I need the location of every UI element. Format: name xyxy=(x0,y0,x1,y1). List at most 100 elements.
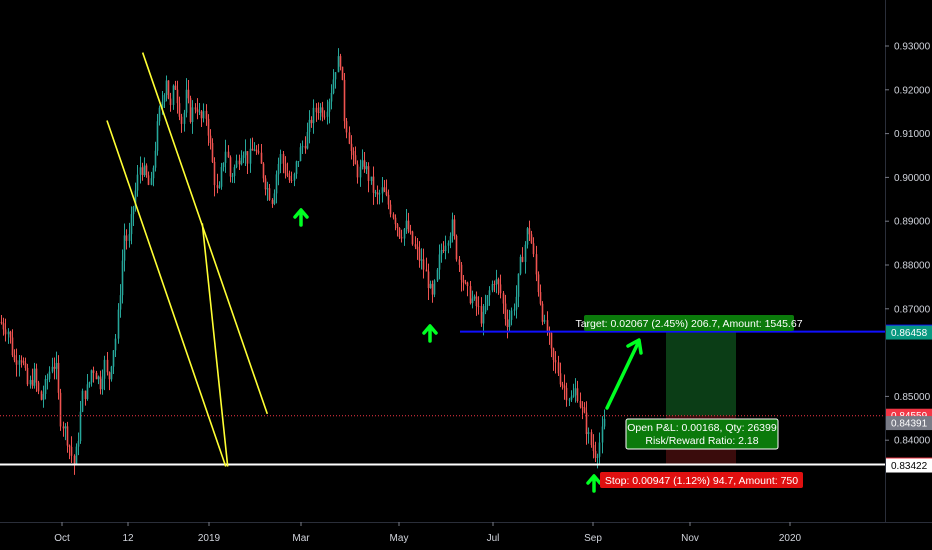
candle-body xyxy=(407,220,410,232)
candle-body xyxy=(213,161,216,186)
price-label-text: 0.86458 xyxy=(891,328,928,339)
candle-body xyxy=(154,150,157,168)
candle-body xyxy=(264,178,267,190)
candle-body xyxy=(532,243,535,255)
candle-body xyxy=(539,292,542,304)
candle-body xyxy=(359,166,362,178)
candle-body xyxy=(145,165,148,176)
time-axis[interactable]: Oct 12 2019 Mar May Jul Sep Nov 2020 xyxy=(0,522,932,544)
candle-body xyxy=(178,103,181,117)
candle-body xyxy=(350,143,353,152)
candle-body xyxy=(552,348,555,361)
candle-body xyxy=(143,165,146,176)
candle-body xyxy=(594,450,597,458)
candle-body xyxy=(123,235,126,261)
candle-body xyxy=(24,363,27,368)
candle-body xyxy=(519,256,522,274)
candle-body xyxy=(462,279,465,283)
candle-body xyxy=(484,306,487,312)
time-tick-label: May xyxy=(390,533,409,544)
candle-body xyxy=(211,143,214,162)
candle-body xyxy=(205,110,208,119)
candle-body xyxy=(198,111,201,113)
candle-body xyxy=(152,167,155,179)
candle-body xyxy=(469,286,472,304)
candle-body xyxy=(482,311,485,324)
candle-body xyxy=(405,220,408,229)
candle-body xyxy=(119,295,122,310)
candle-body xyxy=(367,166,370,181)
candle-body xyxy=(394,217,397,225)
candle-body xyxy=(101,378,104,390)
candle-body xyxy=(422,259,425,270)
candle-body xyxy=(400,236,403,239)
candle-body xyxy=(229,157,232,177)
callout-text: Open P&L: 0.00168, Qty: 26399 xyxy=(627,422,777,434)
candle-body xyxy=(321,107,324,117)
candle-body xyxy=(251,148,254,151)
candle-body xyxy=(581,407,584,408)
candle-body xyxy=(189,98,192,122)
green-up-arrow-icon xyxy=(586,474,602,493)
candle-body xyxy=(231,175,234,177)
candle-body xyxy=(238,160,241,165)
candle-body xyxy=(499,284,502,294)
candle-body xyxy=(385,191,388,195)
candle-body xyxy=(165,80,168,96)
candle-body xyxy=(563,385,566,388)
candle-body xyxy=(378,193,381,195)
candle-body xyxy=(216,185,219,188)
candle-body xyxy=(106,359,109,373)
candle-body xyxy=(510,310,513,320)
candle-body xyxy=(429,283,432,289)
candle-body xyxy=(40,391,43,400)
candle-body xyxy=(191,107,194,122)
candle-body xyxy=(7,331,10,335)
candle-body xyxy=(365,166,368,170)
price-axis[interactable]: 0.93000 0.92000 0.91000 0.90000 0.89000 0.880… xyxy=(885,0,932,522)
candle-body xyxy=(297,161,300,162)
candle-body xyxy=(75,446,78,466)
candle-body xyxy=(112,350,115,367)
pnl-label-box: Open P&L: 0.00168, Qty: 26399Risk/Reward… xyxy=(625,418,779,450)
candle-body xyxy=(31,379,34,386)
time-tick-label: Mar xyxy=(292,533,310,544)
candle-body xyxy=(535,254,538,275)
candle-body xyxy=(433,280,436,295)
candle-body xyxy=(147,175,150,185)
candle-body xyxy=(466,282,469,287)
candle-body xyxy=(37,382,40,392)
candle-body xyxy=(293,173,296,181)
candle-body xyxy=(486,295,489,307)
candle-body xyxy=(62,426,65,429)
price-tick-label: 0.91000 xyxy=(894,129,931,140)
candle-body xyxy=(134,190,137,207)
candle-body xyxy=(574,388,577,396)
candle-body xyxy=(389,204,392,215)
candle-body xyxy=(48,371,51,379)
candle-body xyxy=(176,89,179,104)
candle-body xyxy=(491,284,494,291)
candle-body xyxy=(9,331,12,338)
candle-body xyxy=(381,187,384,194)
candle-body xyxy=(97,376,100,380)
candle-body xyxy=(383,187,386,192)
candle-body xyxy=(46,378,49,380)
candle-body xyxy=(53,366,56,369)
time-tick-label: 12 xyxy=(122,533,134,544)
candle-body xyxy=(315,107,318,113)
candle-body xyxy=(546,320,549,333)
candle-body xyxy=(497,279,500,285)
projection-arrow-icon xyxy=(605,338,643,410)
price-tick-label: 0.90000 xyxy=(894,173,931,184)
candle-body xyxy=(475,296,478,307)
candle-body xyxy=(187,89,190,99)
candle-body xyxy=(398,228,401,237)
candle-body xyxy=(169,98,172,105)
candle-body xyxy=(328,101,331,112)
candle-body xyxy=(334,72,337,80)
candle-body xyxy=(438,254,441,270)
candle-body xyxy=(70,446,73,456)
